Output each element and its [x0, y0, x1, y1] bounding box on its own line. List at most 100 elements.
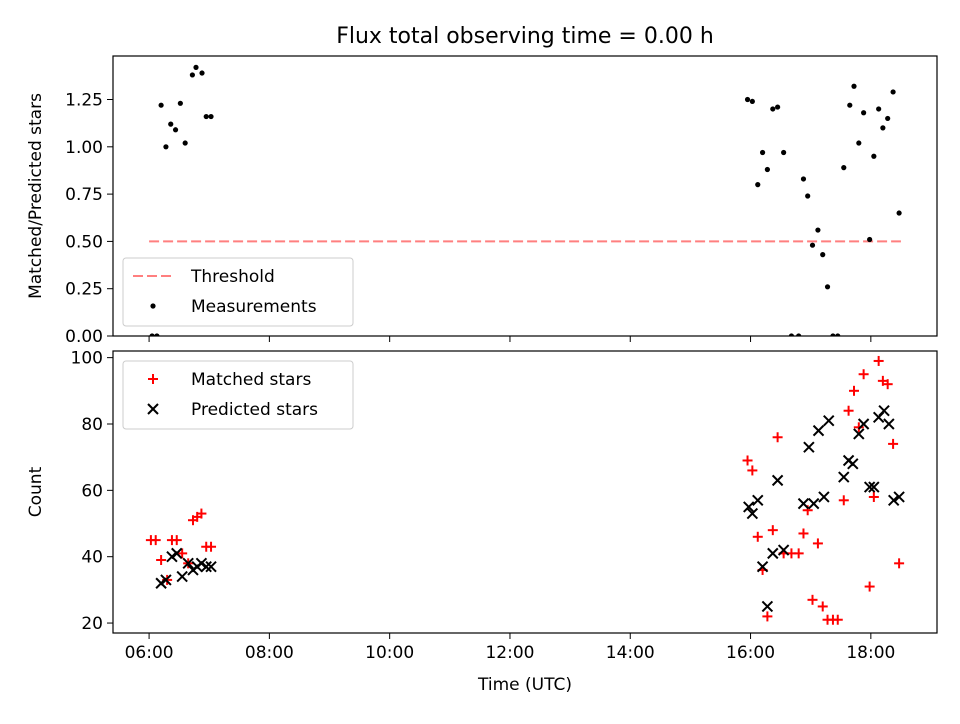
legend: Matched stars Predicted stars — [122, 360, 354, 430]
measurement-point — [193, 64, 199, 70]
measurement-point — [203, 113, 209, 120]
matched-stars-point — [196, 508, 207, 519]
predicted-stars-point — [797, 497, 810, 510]
x-tick-label: 10:00 — [365, 643, 414, 663]
matched-stars-point — [772, 432, 783, 443]
measurement-point — [775, 104, 781, 110]
predicted-stars-point — [176, 570, 188, 583]
predicted-stars-point — [868, 481, 880, 493]
measurement-point — [830, 333, 836, 336]
matched-stars-point — [177, 548, 188, 559]
measurement-point — [856, 140, 862, 146]
legend-measurements-swatch — [150, 303, 156, 309]
measurement-point — [820, 252, 826, 258]
predicted-stars-point — [847, 458, 859, 470]
legend-label: Predicted stars — [191, 400, 318, 420]
x-tick-label: 16:00 — [726, 643, 775, 663]
matched-stars-point — [868, 491, 879, 502]
predicted-stars-point — [195, 557, 208, 570]
measurement-point — [189, 72, 195, 78]
measurement-point — [177, 100, 183, 106]
matched-stars-point — [894, 558, 905, 569]
measurement-point — [861, 110, 867, 116]
legend-box — [122, 360, 354, 430]
measurement-point — [835, 333, 841, 336]
measurement-point — [172, 127, 179, 133]
legend: Threshold Measurements — [122, 257, 354, 327]
x-tick-label: 08:00 — [245, 643, 294, 663]
y-axis-label: Matched/Predicted stars — [26, 93, 46, 299]
y-axis-label: Count — [26, 466, 46, 517]
measurement-point — [208, 113, 214, 120]
measurement-point — [158, 102, 164, 108]
predicted-stars-point — [171, 547, 183, 560]
predicted-stars-point — [838, 471, 850, 483]
x-tick-label: 18:00 — [846, 643, 895, 663]
measurement-point — [805, 193, 811, 199]
predicted-stars-point — [182, 557, 194, 570]
x-tick-label: 14:00 — [606, 643, 655, 663]
matched-stars-point — [873, 355, 884, 366]
predicted-stars-point — [777, 544, 790, 556]
predicted-stars-point — [853, 428, 865, 440]
matched-stars-point — [848, 385, 859, 396]
top-panel: 0.00 0.25 0.50 0.75 1.00 1.25 Matched/Predicte… — [26, 55, 938, 347]
matched-stars-point — [882, 379, 893, 390]
y-tick-label: 100 — [71, 349, 103, 369]
matched-stars-point — [812, 538, 823, 549]
measurement-point — [841, 165, 847, 171]
y-tick-label: 0.00 — [65, 327, 103, 347]
measurement-point — [890, 89, 896, 95]
matched-stars-point — [752, 531, 763, 542]
measurement-point — [154, 333, 160, 336]
predicted-stars-point — [857, 418, 870, 430]
legend-label: Matched stars — [191, 370, 311, 390]
predicted-stars-point — [771, 474, 784, 487]
predicted-stars-point — [205, 560, 217, 573]
measurement-point — [876, 106, 882, 112]
y-tick-label: 40 — [81, 548, 103, 568]
measurement-point — [880, 125, 886, 131]
predicted-stars-point — [893, 491, 905, 503]
y-tick-label: 80 — [81, 415, 103, 435]
measurement-point — [770, 106, 776, 112]
measurement-point — [885, 115, 891, 122]
measurement-point — [759, 149, 766, 156]
x-axis-label: Time (UTC) — [477, 675, 572, 695]
matched-stars-point — [742, 455, 753, 466]
predicted-stars-point — [761, 600, 774, 613]
measurement-point — [896, 210, 902, 216]
bottom-panel: 06:00 08:00 10:00 12:00 14:00 16:00 18:00 20 40 6… — [26, 349, 938, 663]
matched-stars-point — [807, 594, 818, 605]
matched-stars-point — [762, 611, 773, 622]
predicted-stars-point — [166, 550, 178, 563]
predicted-stars-point — [803, 441, 815, 453]
predicted-stars-point — [818, 491, 830, 503]
legend-label: Threshold — [190, 267, 275, 287]
predicted-stars-point — [883, 418, 895, 430]
predicted-stars-point — [155, 577, 167, 589]
matched-stars-point — [798, 528, 809, 539]
y-tick-label: 1.00 — [65, 138, 103, 158]
matched-stars-point — [747, 465, 758, 476]
axes-frame — [112, 55, 938, 337]
predicted-stars-point — [823, 414, 835, 427]
measurement-point — [871, 153, 877, 159]
measurement-point — [168, 121, 174, 127]
matched-stars-point — [767, 525, 778, 536]
matched-stars-point — [838, 495, 849, 506]
measurement-point — [847, 102, 853, 108]
measurement-point — [781, 149, 787, 156]
y-tick-label: 1.25 — [65, 91, 103, 111]
legend-predicted-swatch — [147, 403, 159, 415]
x-tick-label: 06:00 — [125, 643, 174, 663]
x-tick-label: 12:00 — [485, 643, 534, 663]
measurement-point — [199, 70, 205, 76]
matched-stars-point — [858, 369, 869, 380]
chart-title: Flux total observing time = 0.00 h — [336, 24, 714, 49]
measurement-point — [764, 166, 770, 173]
y-tick-label: 20 — [81, 614, 103, 634]
measurement-point — [800, 176, 807, 182]
y-tick-label: 60 — [81, 481, 103, 501]
